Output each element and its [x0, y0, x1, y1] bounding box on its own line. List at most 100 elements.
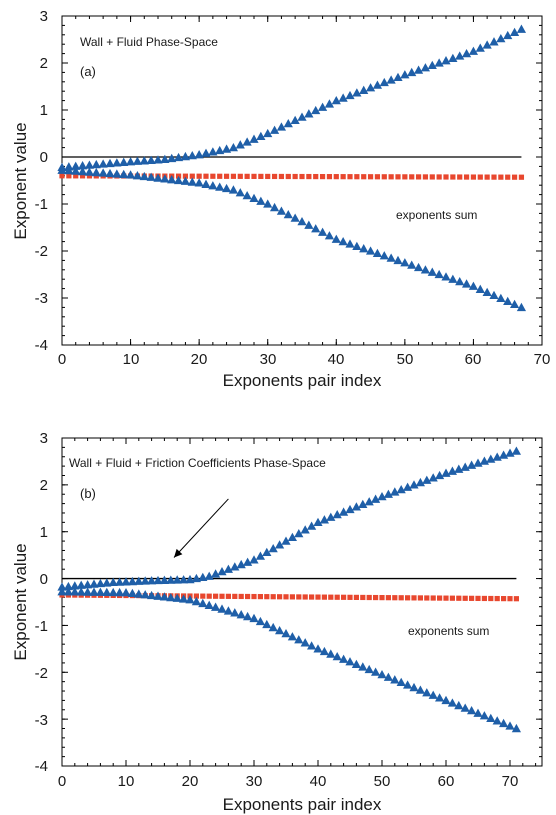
- exponent-point: [358, 662, 368, 671]
- exponent-point: [352, 241, 362, 250]
- exponent-point: [509, 299, 520, 309]
- exponent-point: [180, 176, 191, 185]
- sum-point: [200, 593, 206, 599]
- sum-point: [340, 174, 346, 180]
- sum-point: [238, 593, 244, 600]
- exponent-point: [275, 625, 285, 635]
- exponent-point: [127, 576, 137, 586]
- exponent-point: [435, 693, 445, 702]
- exponent-point: [172, 593, 182, 602]
- exponent-point: [249, 555, 259, 564]
- exponent-point: [132, 156, 143, 165]
- exponent-point: [400, 258, 410, 267]
- exponent-point: [230, 608, 240, 617]
- exponent-point: [76, 580, 86, 589]
- exponent-point: [364, 664, 374, 674]
- exponent-point: [180, 151, 191, 161]
- sum-point: [321, 594, 327, 600]
- exponent-point: [191, 596, 201, 606]
- sum-point: [398, 595, 404, 601]
- panel-label: (a): [80, 64, 96, 79]
- exponent-point: [187, 150, 197, 160]
- exponent-point: [345, 657, 355, 666]
- exponent-point: [215, 145, 225, 155]
- sum-point: [196, 173, 202, 179]
- sum-point: [251, 173, 257, 179]
- y-tick-label: -2: [35, 243, 48, 260]
- exponent-point: [313, 517, 323, 527]
- tick-marks: [61, 15, 543, 346]
- sum-point: [277, 594, 283, 600]
- panel-b: 3 2 1 0 -1 -2 -3 -4 0 10 20 30 40 50 60 …: [11, 430, 543, 814]
- exponent-point: [311, 224, 321, 233]
- exponent-point: [139, 156, 149, 165]
- sum-point: [182, 173, 189, 179]
- exponent-point: [486, 713, 496, 722]
- exponent-point: [215, 182, 225, 191]
- exponent-point: [173, 175, 184, 185]
- sum-point: [59, 173, 65, 179]
- exponent-point: [489, 290, 499, 299]
- sum-point: [341, 594, 347, 600]
- sum-point: [511, 174, 518, 180]
- exponent-point: [255, 616, 265, 626]
- sum-point: [79, 173, 86, 179]
- exponent-point: [307, 641, 317, 650]
- y-tick-label: 3: [40, 8, 48, 25]
- sum-point: [381, 174, 387, 180]
- sum-point: [270, 594, 276, 600]
- exponent-point: [98, 159, 108, 168]
- exponent-point: [324, 231, 335, 240]
- sum-point: [225, 593, 231, 599]
- sum-point: [244, 173, 250, 179]
- y-tick-label: 3: [40, 430, 48, 447]
- exponent-point: [345, 239, 355, 248]
- exponent-point: [256, 196, 266, 205]
- sum-point: [347, 594, 353, 600]
- sum-point: [271, 173, 278, 180]
- exponent-point: [351, 502, 361, 511]
- exponent-point: [134, 576, 144, 585]
- y-tick-label: -4: [35, 337, 48, 354]
- x-tick-label: 50: [374, 773, 391, 790]
- exponent-point: [263, 128, 273, 138]
- sum-point: [491, 174, 497, 180]
- sum-point: [505, 174, 511, 180]
- data-marks: [57, 24, 527, 312]
- x-tick-label: 20: [182, 773, 199, 790]
- exponent-point: [461, 49, 472, 58]
- sum-point: [443, 595, 449, 601]
- exponent-point: [407, 260, 417, 269]
- exponent-point: [242, 137, 252, 146]
- sum-point: [518, 174, 525, 180]
- x-tick-label: 10: [123, 351, 140, 368]
- sum-point: [429, 174, 435, 180]
- sum-point: [219, 593, 225, 599]
- exponent-point: [427, 267, 437, 276]
- exponent-point: [379, 251, 389, 260]
- sum-point: [347, 174, 353, 180]
- exponent-point: [434, 269, 444, 279]
- x-axis-label: Exponents pair index: [223, 795, 382, 814]
- sum-point: [361, 174, 367, 180]
- sum-point: [456, 595, 462, 601]
- exponent-point: [319, 515, 329, 524]
- exponent-point: [422, 688, 432, 697]
- panel-label: (b): [80, 486, 96, 501]
- exponent-point: [482, 40, 492, 49]
- sum-point: [86, 173, 93, 179]
- exponent-point: [441, 695, 451, 705]
- exponent-point: [479, 711, 489, 720]
- exponent-point: [223, 564, 233, 573]
- x-tick-label: 70: [534, 351, 551, 368]
- exponent-point: [217, 566, 227, 576]
- exponent-point: [140, 590, 150, 599]
- sum-point: [210, 173, 216, 179]
- exponent-point: [294, 528, 304, 538]
- sum-point: [251, 593, 257, 600]
- sum-point: [309, 594, 315, 600]
- exponent-point: [359, 244, 369, 253]
- exponent-point: [71, 166, 81, 175]
- exponent-point: [125, 170, 136, 179]
- sum-point: [289, 594, 295, 600]
